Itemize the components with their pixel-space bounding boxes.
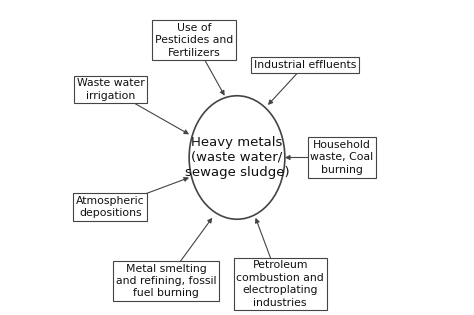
Text: Household
waste, Coal
burning: Household waste, Coal burning — [310, 140, 374, 175]
Ellipse shape — [189, 96, 285, 219]
Text: Petroleum
combustion and
electroplating
industries: Petroleum combustion and electroplating … — [237, 261, 324, 308]
Text: Heavy metals
(waste water/
sewage sludge): Heavy metals (waste water/ sewage sludge… — [185, 136, 289, 179]
Text: Waste water
irrigation: Waste water irrigation — [77, 78, 144, 101]
Text: Use of
Pesticides and
Fertilizers: Use of Pesticides and Fertilizers — [155, 23, 233, 58]
Text: Industrial effluents: Industrial effluents — [254, 60, 356, 70]
Text: Atmospheric
depositions: Atmospheric depositions — [76, 196, 145, 218]
Text: Metal smelting
and refining, fossil
fuel burning: Metal smelting and refining, fossil fuel… — [116, 264, 216, 298]
